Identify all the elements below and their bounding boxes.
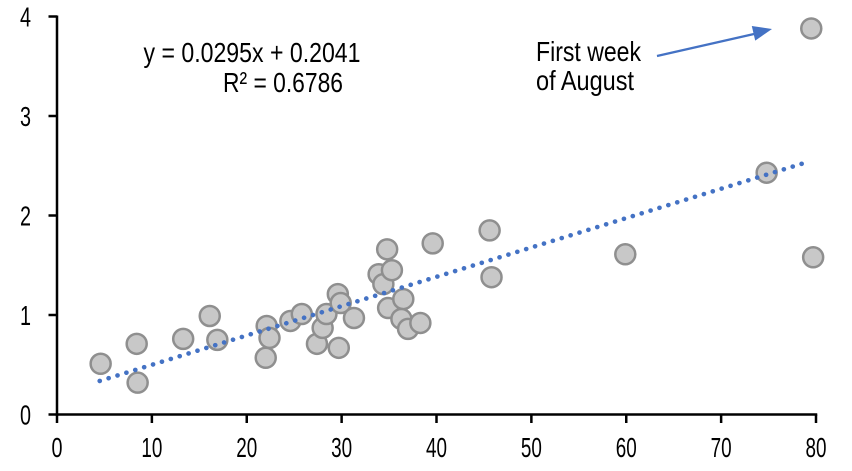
data-point — [171, 327, 195, 351]
data-point — [342, 306, 366, 330]
trendline — [97, 160, 807, 384]
data-point — [329, 291, 352, 315]
x-tick-label: 80 — [806, 432, 827, 463]
y-tick-label: 2 — [20, 201, 31, 232]
x-tick-label: 50 — [521, 432, 542, 463]
data-point — [206, 328, 229, 352]
data-point — [409, 311, 432, 335]
y-tick-label: 3 — [20, 101, 31, 132]
x-tick-label: 20 — [236, 432, 257, 463]
data-point — [198, 304, 221, 328]
y-tick-label: 0 — [20, 400, 31, 431]
data-point — [375, 238, 399, 261]
annotation-arrow-head-icon — [751, 26, 772, 41]
trendline-r2-text: R² = 0.6786 — [223, 67, 343, 98]
x-tick-label: 10 — [141, 432, 162, 463]
x-tick-label: 30 — [331, 432, 352, 463]
x-tick-label: 0 — [52, 432, 63, 463]
data-point — [258, 326, 281, 350]
data-point — [801, 246, 825, 269]
axes: 0 10 20 30 40 50 60 70 80 0 1 2 3 4 — [20, 2, 827, 464]
data-point — [614, 243, 637, 266]
y-tick-label: 1 — [20, 300, 31, 331]
annotation-arrow-line — [656, 32, 755, 58]
data-point — [800, 17, 823, 40]
equation-label-group: y = 0.0295x + 0.2041 R² = 0.6786 — [144, 37, 361, 98]
data-point — [125, 332, 148, 356]
data-point — [480, 265, 503, 289]
annotation-text-line1: First week — [536, 36, 642, 67]
scatter-points — [89, 17, 825, 394]
data-point — [89, 352, 112, 376]
trendline-equation-text: y = 0.0295x + 0.2041 — [144, 37, 361, 68]
data-point — [421, 232, 444, 255]
data-point — [380, 258, 404, 282]
x-tick-label: 60 — [616, 432, 637, 463]
data-point — [327, 336, 351, 360]
data-point — [392, 287, 415, 311]
annotation: First week of August — [536, 26, 772, 96]
y-tick-label: 4 — [20, 2, 31, 33]
data-point — [254, 346, 277, 370]
annotation-text-line2: of August — [536, 65, 634, 96]
data-point — [126, 371, 149, 394]
data-point — [478, 219, 501, 242]
x-tick-label: 40 — [426, 432, 447, 463]
x-tick-label: 70 — [711, 432, 732, 463]
